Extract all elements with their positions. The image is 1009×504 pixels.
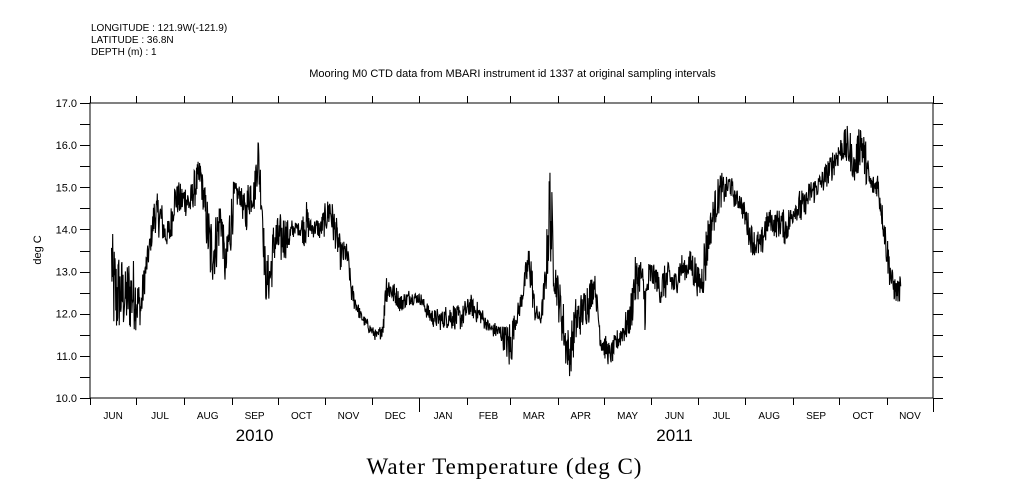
y-tick-label: 15.0 bbox=[56, 182, 77, 194]
y-tick-label: 14.0 bbox=[56, 224, 77, 236]
plot-border bbox=[89, 102, 934, 399]
x-month-label: APR bbox=[570, 411, 591, 422]
x-month-label: JUN bbox=[665, 411, 684, 422]
y-tick-label: 12.0 bbox=[56, 309, 77, 321]
x-month-label: NOV bbox=[899, 411, 921, 422]
series-water-temperature bbox=[110, 125, 902, 377]
y-tick-label: 16.0 bbox=[56, 140, 77, 152]
x-month-label: DEC bbox=[385, 411, 406, 422]
x-month-label: AUG bbox=[758, 411, 780, 422]
x-month-label: JAN bbox=[434, 411, 453, 422]
x-month-label: AUG bbox=[197, 411, 219, 422]
x-month-label: NOV bbox=[338, 411, 360, 422]
x-month-label: SEP bbox=[806, 411, 826, 422]
chart-title: Mooring M0 CTD data from MBARI instrumen… bbox=[309, 68, 716, 80]
x-month-label: JUL bbox=[713, 411, 731, 422]
y-tick-label: 13.0 bbox=[56, 267, 77, 279]
x-month-label: JUL bbox=[151, 411, 169, 422]
x-month-label: MAR bbox=[523, 411, 545, 422]
x-year-label: 2010 bbox=[236, 426, 274, 445]
x-month-label: OCT bbox=[291, 411, 312, 422]
y-axis-label: deg C bbox=[32, 235, 44, 264]
x-month-label: SEP bbox=[245, 411, 265, 422]
x-month-label: MAY bbox=[617, 411, 638, 422]
y-tick-label: 11.0 bbox=[56, 351, 77, 363]
depth-label: DEPTH (m) : 1 bbox=[91, 47, 157, 58]
x-month-label: OCT bbox=[852, 411, 873, 422]
y-tick-label: 10.0 bbox=[56, 393, 77, 405]
bottom-title: Water Temperature (deg C) bbox=[366, 454, 643, 479]
x-month-label: JUN bbox=[103, 411, 122, 422]
series-line bbox=[110, 125, 902, 377]
x-month-label: FEB bbox=[479, 411, 499, 422]
y-axis: 10.0 11.0 12.0 13.0 14.0 15.0 16.0 17.0 bbox=[56, 98, 943, 405]
plot-frame bbox=[89, 102, 934, 399]
x-year-label: 2011 bbox=[656, 426, 693, 445]
y-tick-label: 17.0 bbox=[56, 98, 77, 110]
x-axis: JUN JUL AUG SEP OCT NOV DEC JAN FEB MAR APR MAY JUN J… bbox=[90, 96, 934, 445]
latitude-label: LATITUDE : 36.8N bbox=[91, 35, 174, 46]
longitude-label: LONGITUDE : 121.9W(-121.9) bbox=[91, 23, 228, 34]
